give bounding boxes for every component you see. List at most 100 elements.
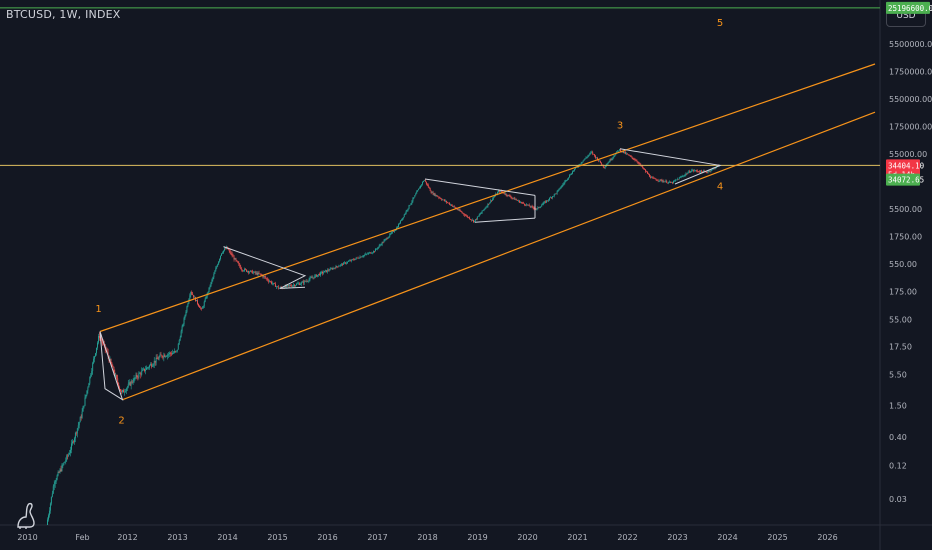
candle — [598, 160, 599, 163]
candle — [560, 185, 562, 189]
candle — [446, 200, 447, 204]
candle-body — [700, 170, 702, 172]
candle — [592, 150, 594, 156]
x-tick-label: 2015 — [267, 533, 287, 542]
candle — [541, 203, 543, 207]
candle — [297, 281, 298, 285]
candle-body — [213, 274, 215, 278]
candle — [248, 270, 249, 275]
candle-body — [305, 280, 307, 282]
candle — [312, 275, 314, 280]
candle-body — [77, 425, 79, 429]
candle-body — [392, 231, 394, 233]
candle — [561, 184, 563, 188]
candle-body — [360, 256, 362, 258]
candle — [301, 280, 303, 283]
candle — [508, 194, 510, 197]
candle — [330, 267, 332, 270]
y-tick-label: 5.50 — [889, 370, 907, 379]
candle-body — [562, 184, 564, 186]
candle-body — [210, 282, 212, 287]
candle-body — [427, 184, 429, 188]
candle — [515, 198, 517, 201]
candle — [186, 305, 188, 314]
candle — [657, 178, 659, 183]
candle-body — [352, 259, 354, 261]
candle-body — [380, 244, 382, 246]
candle-body — [549, 197, 551, 199]
wave-label: 3 — [617, 121, 623, 132]
candle-body — [332, 268, 334, 270]
candle — [265, 275, 267, 280]
x-tick-label: 2023 — [667, 533, 687, 542]
candle — [386, 237, 388, 241]
candle-body — [526, 204, 528, 206]
candle — [451, 204, 453, 208]
candle-body — [653, 178, 655, 179]
candle-body — [273, 282, 274, 284]
candle — [644, 168, 646, 170]
y-tick-label: 0.03 — [889, 495, 907, 504]
candle-body — [715, 167, 717, 169]
candle — [633, 157, 635, 161]
candle-body — [79, 417, 81, 423]
candle-body — [607, 162, 609, 164]
candle — [646, 170, 647, 173]
candle-body — [358, 258, 360, 259]
candle — [398, 222, 400, 225]
symbol-title[interactable]: BTCUSD, 1W, INDEX — [6, 8, 121, 21]
candle-body — [165, 356, 167, 357]
candle-body — [505, 193, 507, 196]
candle — [411, 199, 413, 205]
candle-body — [328, 270, 330, 271]
candle-body — [491, 200, 493, 201]
candle-body — [585, 157, 587, 159]
candle-body — [681, 176, 683, 177]
x-tick-label: 2016 — [317, 533, 337, 542]
candle-body — [521, 202, 522, 203]
candle — [649, 175, 651, 179]
candle-body — [132, 382, 134, 383]
candle-body — [463, 213, 465, 215]
candle-body — [372, 252, 373, 254]
candle-body — [67, 455, 69, 457]
candle-body — [366, 253, 368, 255]
candle-body — [118, 382, 120, 388]
candle-body — [154, 360, 156, 363]
candle — [627, 154, 629, 156]
x-tick-label: 2021 — [567, 533, 587, 542]
candle — [373, 250, 375, 253]
candle-body — [609, 159, 611, 162]
candle — [638, 161, 640, 165]
candle — [664, 181, 666, 183]
candle-body — [201, 307, 203, 309]
candle-body — [152, 364, 154, 366]
candle-body — [498, 190, 500, 192]
candle — [180, 329, 182, 338]
candle-body — [307, 281, 309, 282]
candle-body — [535, 208, 537, 210]
candle-body — [421, 184, 422, 186]
candle-body — [290, 285, 292, 287]
candle-body — [664, 181, 666, 183]
candle — [529, 205, 531, 208]
candle — [359, 255, 361, 259]
candle — [98, 333, 99, 345]
candle-body — [101, 340, 103, 344]
candle — [214, 270, 216, 275]
candle — [414, 194, 416, 198]
candle-body — [615, 153, 617, 156]
candle-body — [390, 233, 392, 235]
candle-body — [113, 367, 115, 373]
y-tick-label: 550000.00 — [889, 95, 932, 104]
candle-body — [447, 202, 448, 203]
candle — [528, 203, 530, 207]
candle-body — [614, 155, 616, 157]
candle-body — [430, 191, 432, 193]
candle — [656, 179, 658, 181]
candle — [304, 280, 306, 282]
candle — [567, 178, 569, 181]
candle — [465, 214, 467, 217]
candle — [323, 270, 324, 275]
